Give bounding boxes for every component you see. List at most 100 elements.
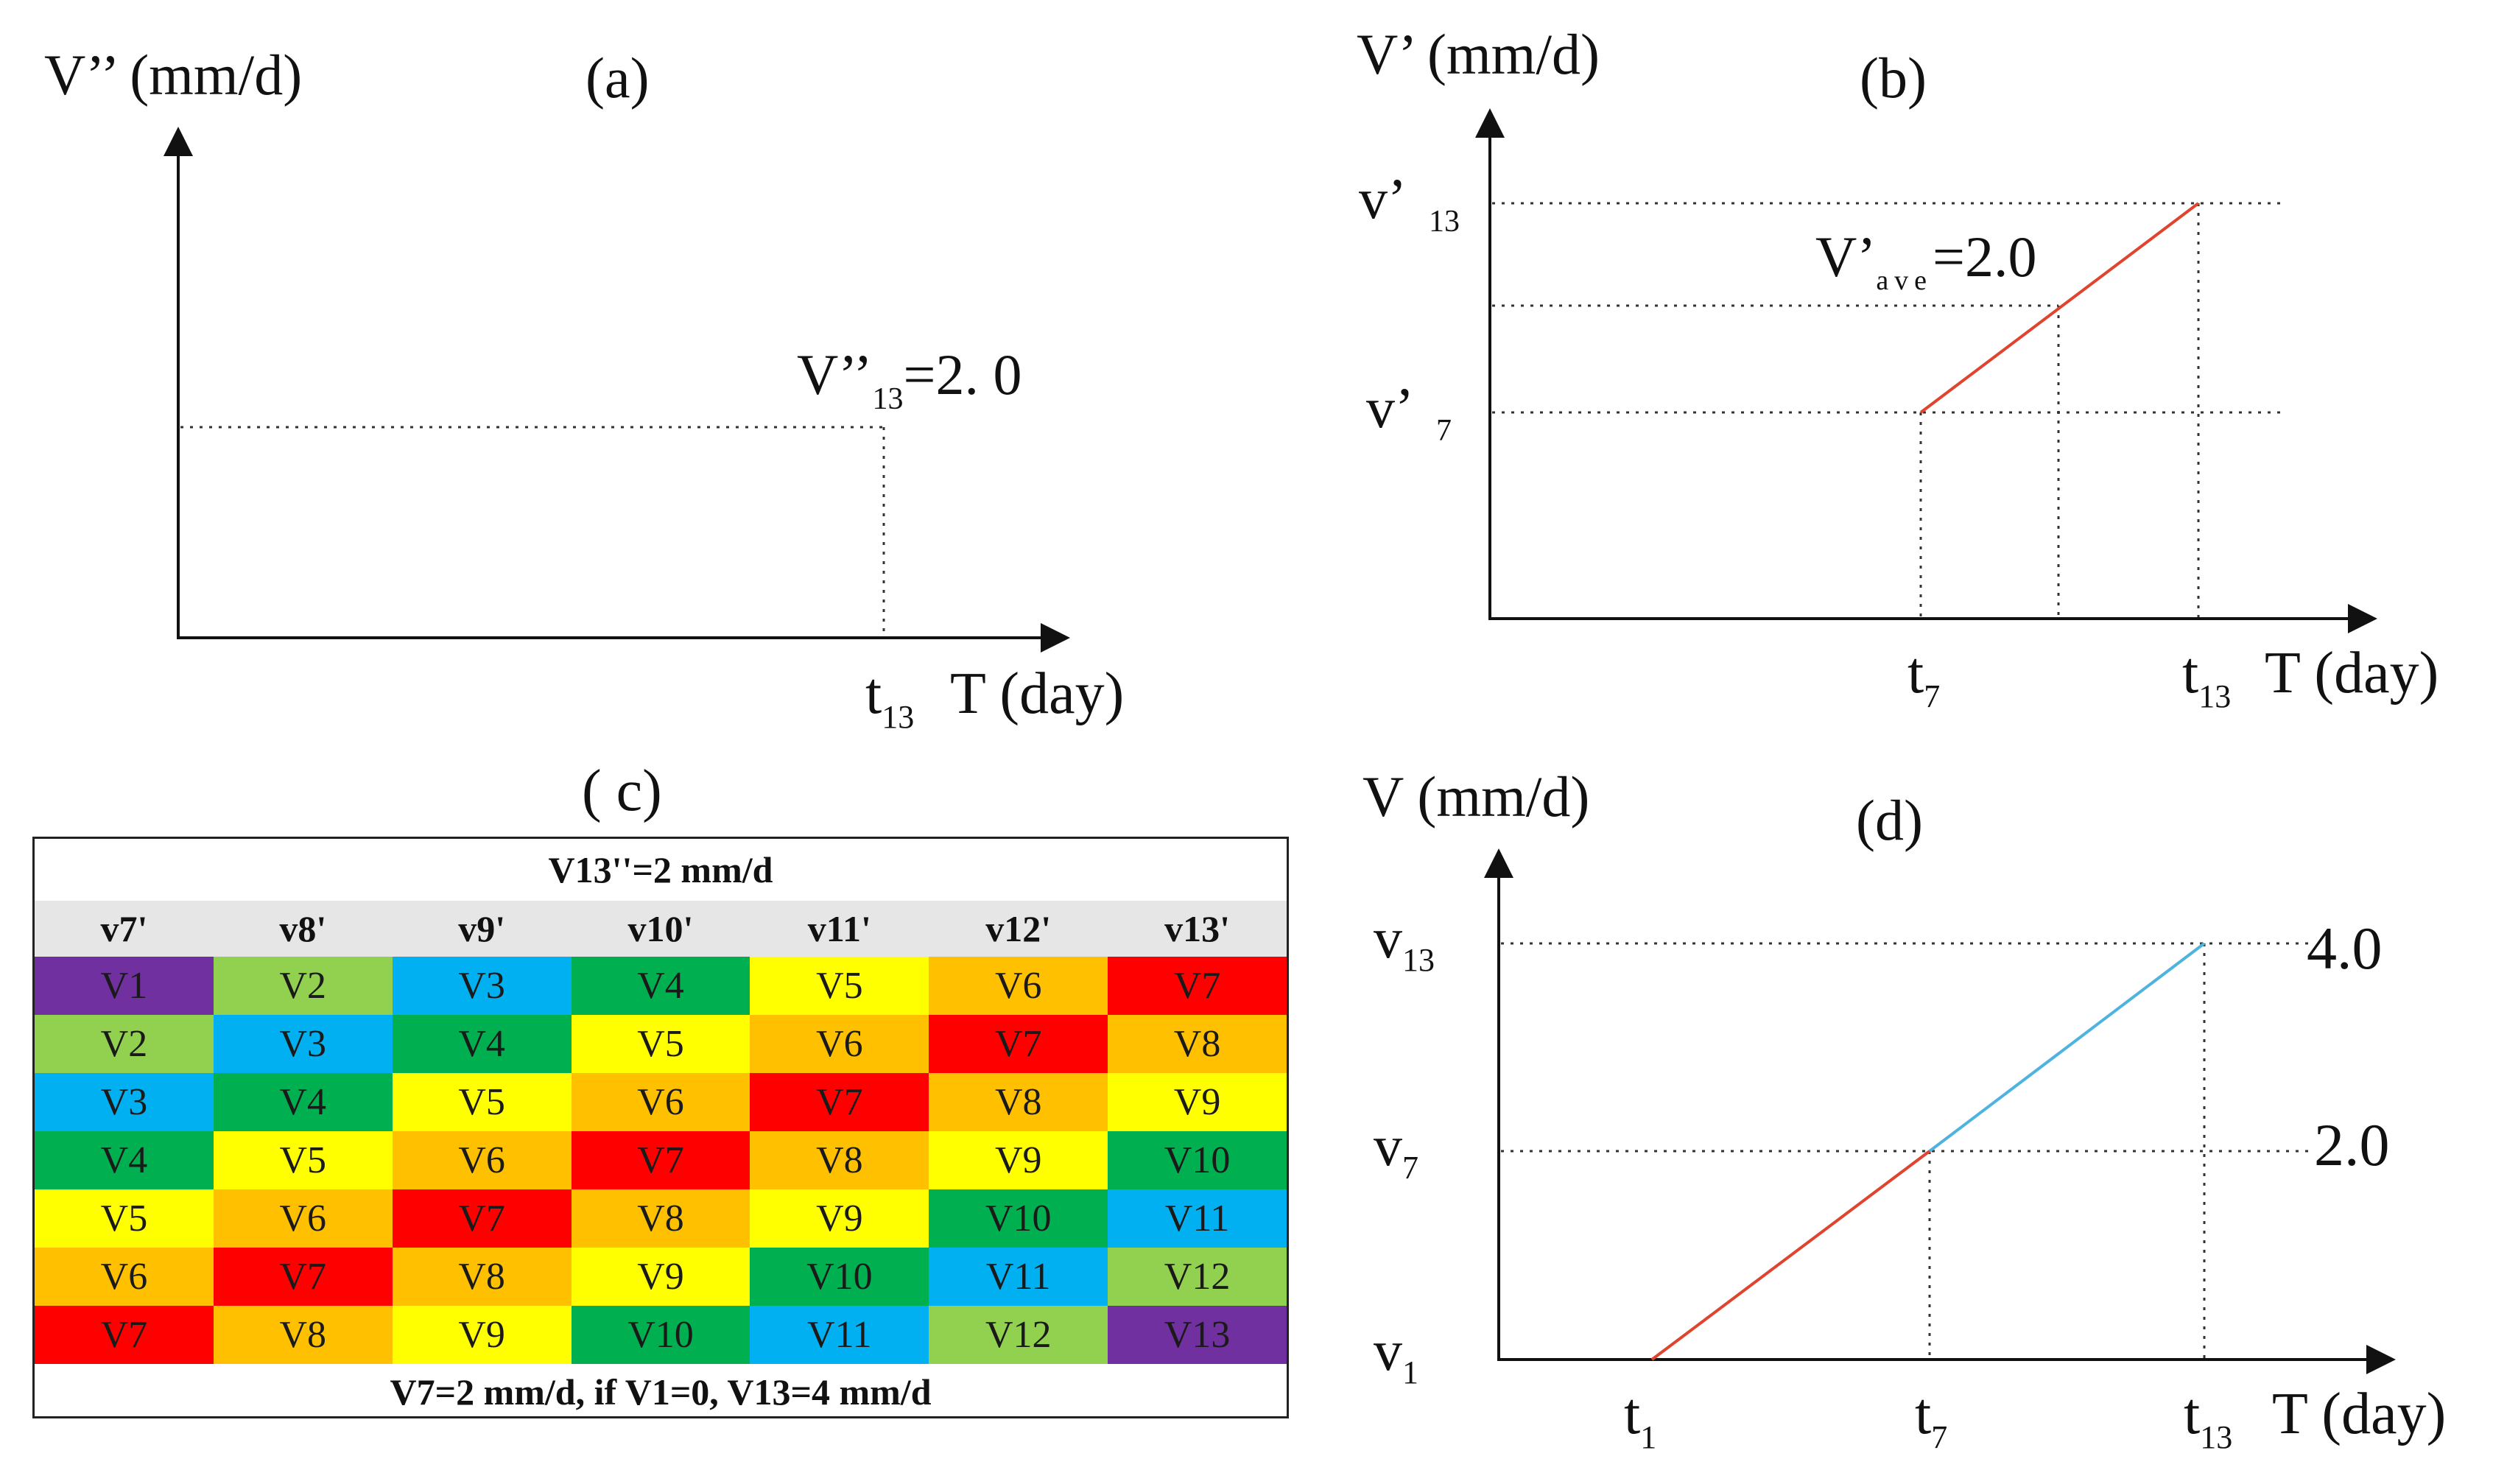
table-cell: V9	[929, 1131, 1108, 1189]
table-cell: V3	[392, 957, 572, 1015]
panel-d-velocity-line-lower	[1650, 1150, 1931, 1361]
panel-b-average-annotation: V’ave=2.0	[1815, 225, 2037, 296]
table-cell: V4	[392, 1015, 572, 1073]
panel-a-xlabel: T (day)	[950, 661, 1124, 726]
table-cell: V7	[571, 1131, 750, 1189]
table-cell: V11	[929, 1248, 1108, 1306]
panel-a-annotation-main: V’’	[797, 342, 873, 407]
table-cell: V5	[571, 1015, 750, 1073]
table-cell: V9	[571, 1248, 750, 1306]
panel-a-t13-label: t13	[865, 661, 914, 735]
table-cell: V8	[213, 1306, 393, 1364]
panel-d-value-top: 4.0	[2307, 915, 2383, 982]
panel-d-xlabel: T (day)	[2272, 1382, 2446, 1446]
panel-b: V’ (mm/d) (b) v’ 13 v’ 7 V’ave=2.0 t7 t13 …	[1357, 22, 2439, 714]
column-header: v9'	[458, 908, 506, 949]
column-header: v13'	[1164, 908, 1231, 949]
panel-d-tag: (d)	[1856, 788, 1923, 852]
table-cell: V8	[929, 1073, 1108, 1131]
table-row: V7 V8 V9 V10 V11 V12 V13	[35, 1306, 1287, 1364]
table-cell: V5	[213, 1131, 393, 1189]
panel-a-annotation-sub: 13	[873, 382, 904, 416]
column-header: v12'	[985, 908, 1052, 949]
panel-d-velocity-line-upper	[1928, 942, 2206, 1153]
table-cell: V7	[929, 1015, 1108, 1073]
table-cell: V10	[929, 1189, 1108, 1248]
table-cell: V8	[1108, 1015, 1287, 1073]
panel-d-v13-label: v13	[1374, 906, 1435, 978]
table-row: V5 V6 V7 V8 V9 V10 V11	[35, 1189, 1287, 1248]
table-cell: V1	[35, 957, 214, 1015]
table-cell: V9	[1108, 1073, 1287, 1131]
table-cell: V7	[35, 1306, 214, 1364]
table-cell: V6	[929, 957, 1108, 1015]
table-cell: V8	[571, 1189, 750, 1248]
table-cell: V7	[213, 1248, 393, 1306]
table-row: V4 V5 V6 V7 V8 V9 V10	[35, 1131, 1287, 1189]
panel-c-footer: V7=2 mm/d, if V1=0, V13=4 mm/d	[390, 1371, 932, 1413]
table-cell: V8	[750, 1131, 929, 1189]
table-cell: V8	[392, 1248, 572, 1306]
column-header: v11'	[807, 908, 871, 949]
table-cell: V10	[571, 1306, 750, 1364]
panel-c-column-headers: v7' v8' v9' v10' v11' v12' v13'	[35, 901, 1287, 957]
table-cell: V9	[750, 1189, 929, 1248]
table-cell: V5	[35, 1189, 214, 1248]
table-cell: V12	[929, 1306, 1108, 1364]
panel-b-t13-label: t13	[2182, 641, 2231, 714]
table-row: V2 V3 V4 V5 V6 V7 V8	[35, 1015, 1287, 1073]
table-cell: V4	[213, 1073, 393, 1131]
table-cell: V13	[1108, 1306, 1287, 1364]
panel-d-t7-label: t7	[1915, 1382, 1947, 1455]
table-cell: V6	[571, 1073, 750, 1131]
panel-d: V (mm/d) (d) v13 v7 v1 4.0 2.0 t1 t7 t13…	[1362, 764, 2446, 1455]
table-cell: V4	[571, 957, 750, 1015]
table-cell: V6	[35, 1248, 214, 1306]
panel-a-ylabel: V’’ (mm/d)	[44, 43, 302, 107]
panel-c-header: V13''=2 mm/d	[548, 849, 773, 890]
table-cell: V3	[213, 1015, 393, 1073]
table-row: V1 V2 V3 V4 V5 V6 V7	[35, 957, 1287, 1015]
table-cell: V7	[750, 1073, 929, 1131]
table-cell: V9	[392, 1306, 572, 1364]
panel-c-table-body: V1 V2 V3 V4 V5 V6 V7 V2 V3 V4 V5 V6 V7 V8 V3 V4 V5 V6 V7 V8…	[35, 957, 1287, 1364]
panel-c-tag: ( c)	[582, 759, 662, 823]
panel-b-velocity-line	[1919, 202, 2200, 414]
table-cell: V12	[1108, 1248, 1287, 1306]
table-cell: V11	[1108, 1189, 1287, 1248]
table-cell: V6	[392, 1131, 572, 1189]
table-cell: V11	[750, 1306, 929, 1364]
panel-d-v7-label: v7	[1374, 1114, 1418, 1186]
panel-a: V’’ (mm/d) (a) V’’13=2. 0 t13 T (day)	[44, 43, 1124, 735]
panel-b-tag: (b)	[1860, 46, 1927, 110]
panel-d-t1-label: t1	[1624, 1382, 1656, 1455]
table-cell: V2	[35, 1015, 214, 1073]
panel-b-xlabel: T (day)	[2265, 641, 2439, 706]
panel-d-value-mid: 2.0	[2314, 1111, 2390, 1178]
table-cell: V2	[213, 957, 393, 1015]
panel-b-ylabel: V’ (mm/d)	[1357, 22, 1600, 86]
panel-a-annotation-tail: =2. 0	[904, 342, 1022, 407]
table-cell: V10	[1108, 1131, 1287, 1189]
panel-b-v7-label: v’ 7	[1366, 376, 1452, 448]
panel-b-t7-label: t7	[1907, 641, 1940, 714]
table-cell: V7	[1108, 957, 1287, 1015]
panel-b-v13-label: v’ 13	[1359, 166, 1460, 239]
panel-a-annotation: V’’13=2. 0	[797, 342, 1022, 416]
table-cell: V6	[213, 1189, 393, 1248]
table-cell: V7	[392, 1189, 572, 1248]
table-cell: V5	[392, 1073, 572, 1131]
column-header: v8'	[279, 908, 327, 949]
table-cell: V10	[750, 1248, 929, 1306]
table-cell: V5	[750, 957, 929, 1015]
column-header: v10'	[627, 908, 694, 949]
table-cell: V3	[35, 1073, 214, 1131]
panel-d-t13-label: t13	[2184, 1382, 2232, 1455]
table-cell: V6	[750, 1015, 929, 1073]
panel-d-ylabel: V (mm/d)	[1362, 764, 1589, 829]
table-row: V3 V4 V5 V6 V7 V8 V9	[35, 1073, 1287, 1131]
panel-c-table: V13''=2 mm/d v7' v8' v9' v10' v11' v12' …	[32, 837, 1289, 1418]
column-header: v7'	[100, 908, 148, 949]
panel-d-v1-label: v1	[1374, 1318, 1418, 1390]
